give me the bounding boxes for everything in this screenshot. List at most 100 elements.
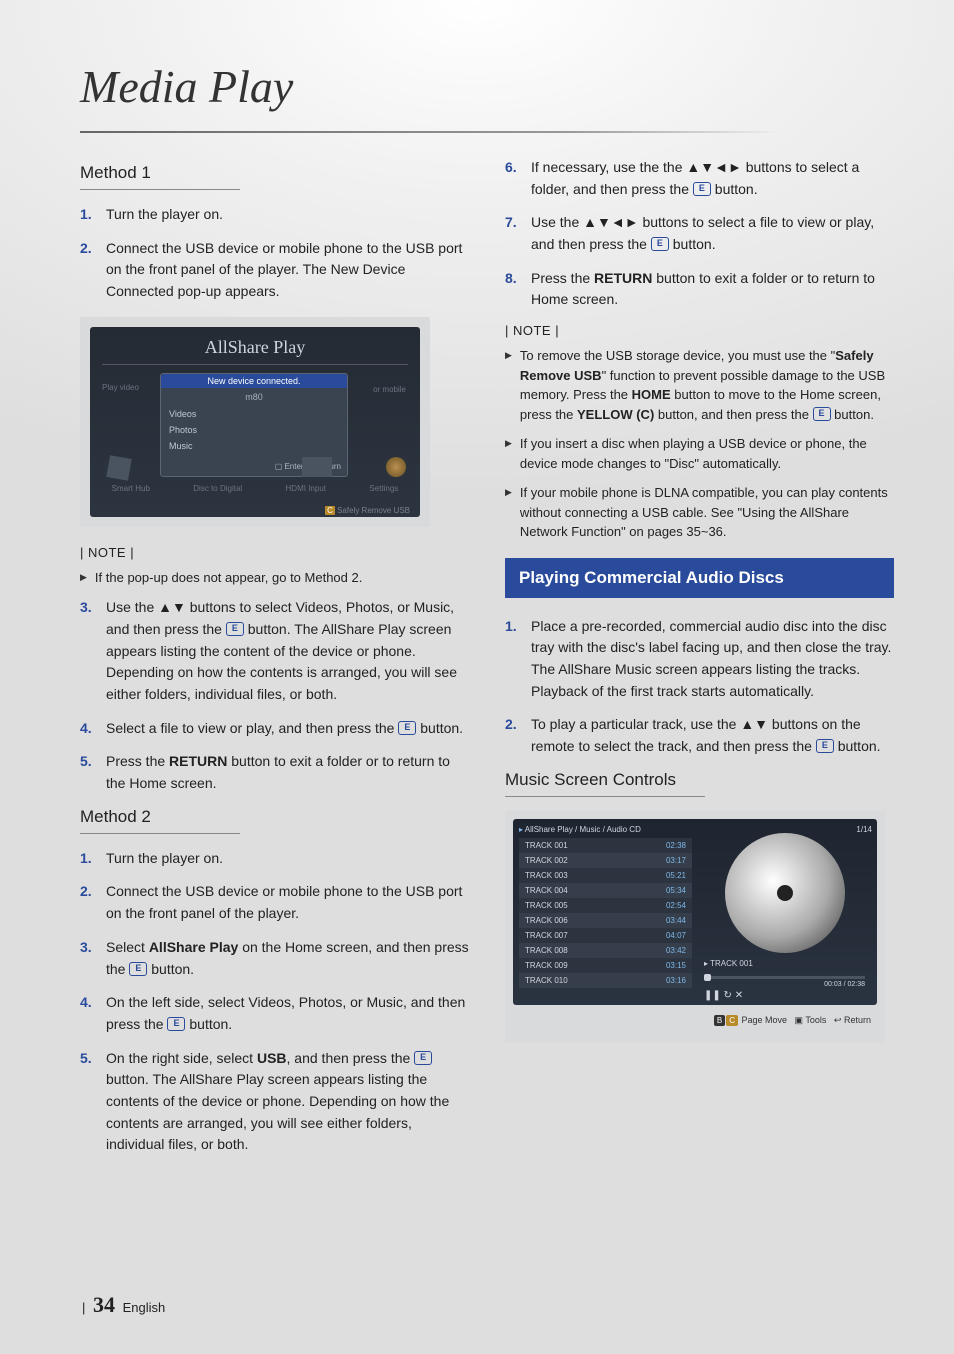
step-number: 1. [505, 616, 531, 703]
method2-steps: 1.Turn the player on.2.Connect the USB d… [80, 848, 469, 1156]
track-time: 03:44 [666, 916, 686, 925]
step-number: 3. [80, 937, 106, 980]
audio-steps: 1.Place a pre-recorded, commercial audio… [505, 616, 894, 758]
allshare-bottom-item: HDMI Input [286, 484, 326, 493]
notes-list: To remove the USB storage device, you mu… [505, 346, 894, 542]
music-screenshot: ▸ AllShare Play / Music / Audio CD1/14 T… [505, 811, 885, 1043]
track-time: 03:15 [666, 961, 686, 970]
left-column: Method 1 1.Turn the player on. 2.Connect… [80, 157, 469, 1168]
method1-heading: Method 1 [80, 163, 469, 183]
step-text: To play a particular track, use the ▲▼ b… [531, 714, 894, 757]
popup-option[interactable]: Videos [169, 406, 339, 422]
step-number: 6. [505, 157, 531, 200]
music-heading: Music Screen Controls [505, 770, 894, 790]
playback-controls[interactable]: ❚❚ ↻ ✕ [698, 990, 871, 1001]
method1-steps-b: 3.Use the ▲▼ buttons to select Videos, P… [80, 597, 469, 795]
allshare-title: AllShare Play [102, 337, 408, 358]
allshare-bottom-item: Disc to Digital [193, 484, 242, 493]
enter-icon: E [651, 237, 669, 251]
track-row[interactable]: TRACK 009 03:15 [519, 958, 692, 973]
step-text: Connect the USB device or mobile phone t… [106, 881, 469, 924]
page-number: | 34 English [82, 1292, 165, 1318]
track-row[interactable]: TRACK 004 05:34 [519, 883, 692, 898]
track-time: 03:17 [666, 856, 686, 865]
enter-icon: E [813, 407, 831, 421]
step-text: On the right side, select USB, and then … [106, 1048, 469, 1156]
track-name: TRACK 007 [525, 931, 595, 940]
now-playing: TRACK 001 [710, 959, 753, 968]
step-text: Use the ▲▼ buttons to select Videos, Pho… [106, 597, 469, 705]
step-text: Press the RETURN button to exit a folder… [106, 751, 469, 794]
step-text: Place a pre-recorded, commercial audio d… [531, 616, 894, 703]
track-name: TRACK 010 [525, 976, 595, 985]
step-text: Select AllShare Play on the Home screen,… [106, 937, 469, 980]
note-text: If your mobile phone is DLNA compatible,… [520, 483, 894, 542]
track-time: 03:16 [666, 976, 686, 985]
track-row[interactable]: TRACK 00305:21 [519, 868, 692, 883]
allshare-screenshot: AllShare Play Play video or mobile New d… [80, 317, 430, 527]
popup-device: m80 [161, 388, 347, 406]
track-row[interactable]: TRACK 00102:38 [519, 838, 692, 853]
step-number: 5. [80, 1048, 106, 1156]
progress-bar[interactable] [704, 976, 865, 979]
allshare-bottom-item: Smart Hub [112, 484, 150, 493]
step-text: On the left side, select Videos, Photos,… [106, 992, 469, 1035]
track-row[interactable]: TRACK 00704:07 [519, 928, 692, 943]
step-number: 3. [80, 597, 106, 705]
music-footer: BC Page Move ▣ Tools ↩ Return [513, 1005, 877, 1026]
popup-enter: Enter [284, 462, 303, 471]
heading-rule [505, 796, 705, 797]
track-time: 05:34 [666, 886, 686, 895]
track-time: 03:42 [666, 946, 686, 955]
step-text: Press the RETURN button to exit a folder… [531, 268, 894, 311]
track-time: 02:38 [666, 841, 686, 850]
step-text: Use the ▲▼◄► buttons to select a file to… [531, 212, 894, 255]
track-name: TRACK 004 [525, 886, 595, 895]
smarthub-icon [106, 455, 131, 480]
note-label: | NOTE | [505, 323, 894, 338]
enter-icon: E [816, 739, 834, 753]
music-header: AllShare Play / Music / Audio CD [525, 825, 641, 834]
track-row[interactable]: TRACK 010 03:16 [519, 973, 692, 988]
heading-rule [80, 189, 240, 190]
title-underline [80, 131, 780, 133]
enter-icon: E [693, 182, 711, 196]
elapsed-time: 00:03 / 02:38 [698, 981, 871, 988]
step-number: 7. [505, 212, 531, 255]
track-name: TRACK 002 [525, 856, 595, 865]
step-number: 1. [80, 848, 106, 870]
step-number: 5. [80, 751, 106, 794]
step-number: 8. [505, 268, 531, 311]
step-number: 4. [80, 992, 106, 1035]
track-row[interactable]: TRACK 008 03:42 [519, 943, 692, 958]
enter-icon: E [414, 1051, 432, 1065]
footer-return: Return [844, 1015, 871, 1025]
step-text: Turn the player on. [106, 848, 469, 870]
step-text: Select a file to view or play, and then … [106, 718, 469, 740]
track-row[interactable]: TRACK 00502:54 [519, 898, 692, 913]
popup-header: New device connected. [161, 374, 347, 388]
enter-icon: E [167, 1017, 185, 1031]
hdmi-icon [302, 457, 332, 477]
method1-steps-a: 1.Turn the player on. 2.Connect the USB … [80, 204, 469, 303]
allshare-side-label: Play video [102, 383, 139, 392]
disc-icon [725, 833, 845, 953]
track-name: TRACK 009 [525, 961, 595, 970]
track-row[interactable]: TRACK 002 03:17 [519, 853, 692, 868]
track-name: TRACK 008 [525, 946, 595, 955]
step-number: 2. [505, 714, 531, 757]
step-number: 4. [80, 718, 106, 740]
settings-icon [386, 457, 406, 477]
method2-heading: Method 2 [80, 807, 469, 827]
track-row[interactable]: TRACK 006 03:44 [519, 913, 692, 928]
note-text: If the pop-up does not appear, go to Met… [95, 568, 362, 588]
popup-option[interactable]: Photos [169, 422, 339, 438]
continued-steps: 6.If necessary, use the the ▲▼◄► buttons… [505, 157, 894, 311]
notes-list: If the pop-up does not appear, go to Met… [80, 568, 469, 588]
track-name: TRACK 006 [525, 916, 595, 925]
step-number: 2. [80, 238, 106, 303]
allshare-remove: Safely Remove USB [337, 506, 410, 515]
note-text: If you insert a disc when playing a USB … [520, 434, 894, 473]
step-text: Connect the USB device or mobile phone t… [106, 238, 469, 303]
popup-option[interactable]: Music [169, 438, 339, 454]
